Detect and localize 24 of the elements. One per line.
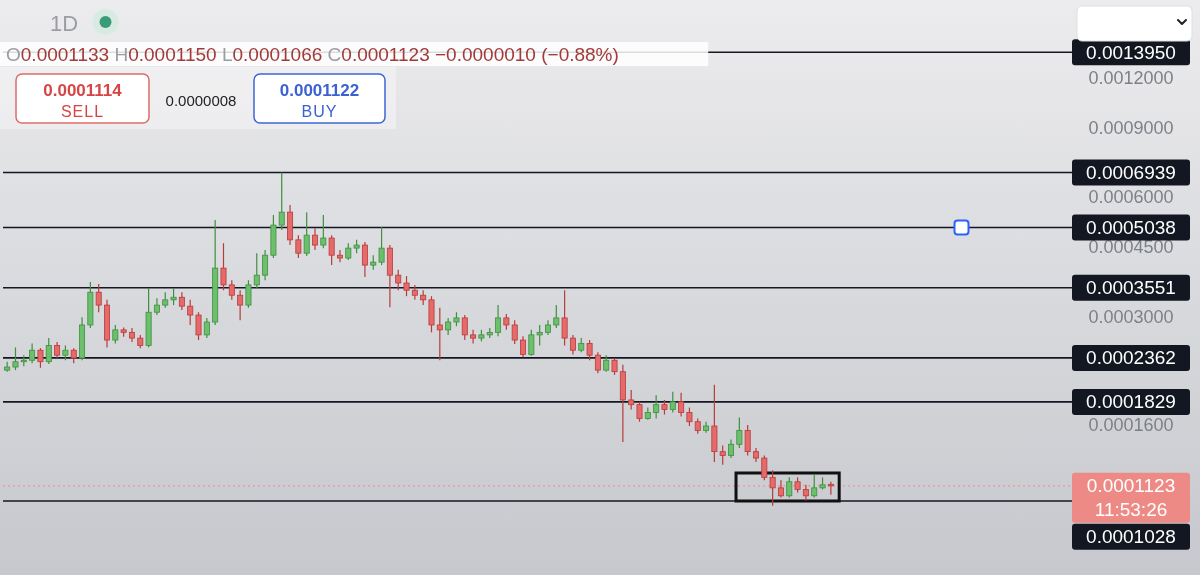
text: O0.0001133 H0.0001150 L0.0001066 C0.0001123 −0.0000010 (−0.88%) [6, 43, 619, 65]
ref-line-label: 0.0006939 [1086, 161, 1176, 183]
annotation: SELL [60, 102, 105, 120]
ref-line-label: 0.0001028 [1086, 526, 1176, 548]
annotation: 0.0001114 [43, 80, 123, 100]
text: 1D [50, 10, 79, 36]
annotation: 0.0001122 [279, 80, 360, 100]
y-tick-label: 0.0001600 [1088, 414, 1174, 435]
ref-line-label: 0.0001829 [1086, 391, 1176, 413]
annotation: BUY [301, 102, 338, 120]
sell-button: 0.0001114 SELL [15, 73, 150, 124]
ref-line-label: 0.0001123 [1086, 475, 1176, 497]
y-tick-label: 0.0004500 [1088, 236, 1174, 257]
y-tick-label: 0.0012000 [1088, 68, 1174, 89]
ref-line-label: 0.0013950 [1086, 41, 1176, 63]
y-tick-label: 0.0006000 [1088, 187, 1174, 208]
buy-button: 0.0001122 BUY [253, 73, 386, 124]
y-tick-label: 0.0003000 [1088, 306, 1174, 327]
y-tick-label: 0.0009000 [1088, 117, 1174, 138]
text: 11:53:26 [1094, 499, 1168, 521]
annotation: 0.0000008 [165, 91, 237, 109]
ref-line-label: 0.0005038 [1086, 217, 1176, 239]
ref-line-label: 0.0002362 [1086, 347, 1176, 369]
ref-line-label: 0.0003551 [1086, 277, 1176, 299]
